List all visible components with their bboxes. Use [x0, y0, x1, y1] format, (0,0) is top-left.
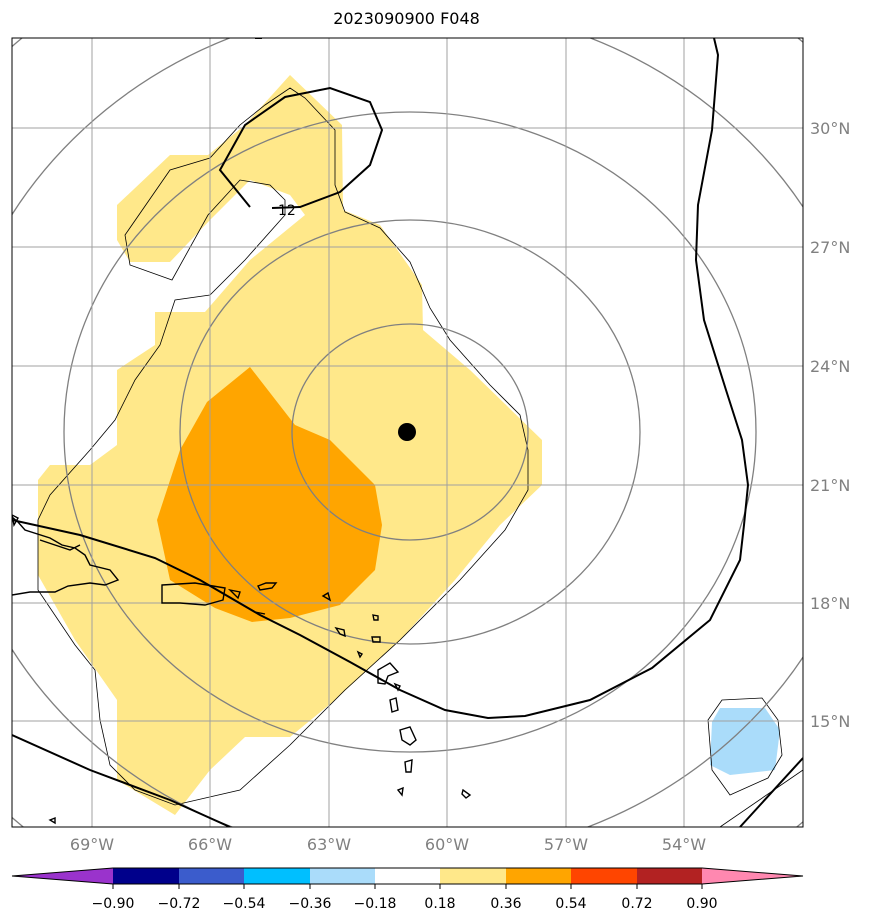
lon-tick-label: 69°W [70, 835, 114, 854]
lon-tick-label: 57°W [544, 835, 588, 854]
graticule [12, 38, 803, 827]
island-f [334, 626, 346, 638]
colorbar-segment [637, 868, 702, 884]
island-l [399, 726, 417, 746]
lat-tick-label: 24°N [810, 357, 850, 376]
colorbar-tick-label: 0.90 [686, 896, 717, 912]
island-c [254, 611, 266, 615]
colorbar-segment [571, 868, 637, 884]
colorbar-tick-label: −0.36 [289, 896, 332, 912]
cuba-hispaniola-coast [12, 516, 120, 596]
colorbar-segment [310, 868, 375, 884]
island-h [356, 650, 364, 659]
colorbar-extend-left [12, 868, 113, 884]
puerto-rico [161, 582, 226, 606]
colorbar-tick-label: −0.18 [354, 896, 397, 912]
island-b [257, 582, 278, 591]
thin-contour-se [719, 769, 803, 827]
colorbar-tick-label: −0.72 [158, 896, 201, 912]
coastlines [12, 514, 472, 825]
coast-small-1 [39, 539, 81, 551]
map-frame [11, 37, 804, 828]
thick-contour-closed [218, 86, 384, 209]
island-g [371, 636, 381, 643]
island-a [227, 588, 241, 600]
lat-tick-label: 15°N [810, 712, 850, 731]
island-e [372, 614, 379, 621]
lon-tick-label: 66°W [188, 835, 232, 854]
storm-center-marker [398, 423, 416, 441]
map-title: 2023090900 F048 [333, 9, 480, 28]
thick-contour-track [12, 38, 750, 720]
colorbar-segment [506, 868, 571, 884]
island-k [389, 697, 399, 713]
colorbar-segment [244, 868, 310, 884]
colorbar-tick-label: 0.72 [621, 896, 652, 912]
island-n [396, 786, 404, 797]
island-o [461, 788, 472, 799]
thin-contour-east [707, 697, 783, 796]
anomaly-fill-blue [710, 708, 780, 775]
colorbar-tick-label: 0.36 [490, 896, 521, 912]
island-p [48, 816, 56, 825]
colorbar-tick-label: 0.18 [424, 896, 455, 912]
colorbar-extend-right [702, 868, 803, 884]
contour-label: 12 [278, 203, 296, 219]
colorbar-segment [179, 868, 244, 884]
island-m [404, 759, 413, 773]
colorbar-segment [113, 868, 179, 884]
colorbar-tick-label: −0.54 [223, 896, 266, 912]
lat-tick-label: 21°N [810, 476, 850, 495]
colorbar-segment [375, 868, 440, 884]
thick-contour-se [739, 757, 803, 827]
island-j [393, 682, 401, 692]
lon-tick-label: 63°W [307, 835, 351, 854]
anomaly-fill-orange [157, 367, 382, 622]
island-q [12, 514, 19, 527]
colorbar-tick-label: −0.90 [92, 896, 135, 912]
lat-tick-label: 27°N [810, 238, 850, 257]
lat-tick-labels: 30°N 27°N 24°N 21°N 18°N 15°N [810, 119, 850, 731]
island-i [377, 662, 400, 685]
colorbar: −0.90 −0.72 −0.54 −0.36 −0.18 0.18 0.36 … [11, 867, 804, 912]
colorbar-segment [440, 868, 506, 884]
lon-tick-labels: 69°W 66°W 63°W 60°W 57°W 54°W [70, 835, 706, 854]
lon-tick-label: 54°W [662, 835, 706, 854]
lat-tick-label: 30°N [810, 119, 850, 138]
colorbar-tick-label: 0.54 [555, 896, 586, 912]
island-d [321, 591, 332, 602]
lat-tick-label: 18°N [810, 594, 850, 613]
thick-contour-south [12, 734, 231, 827]
lon-tick-label: 60°W [425, 835, 469, 854]
